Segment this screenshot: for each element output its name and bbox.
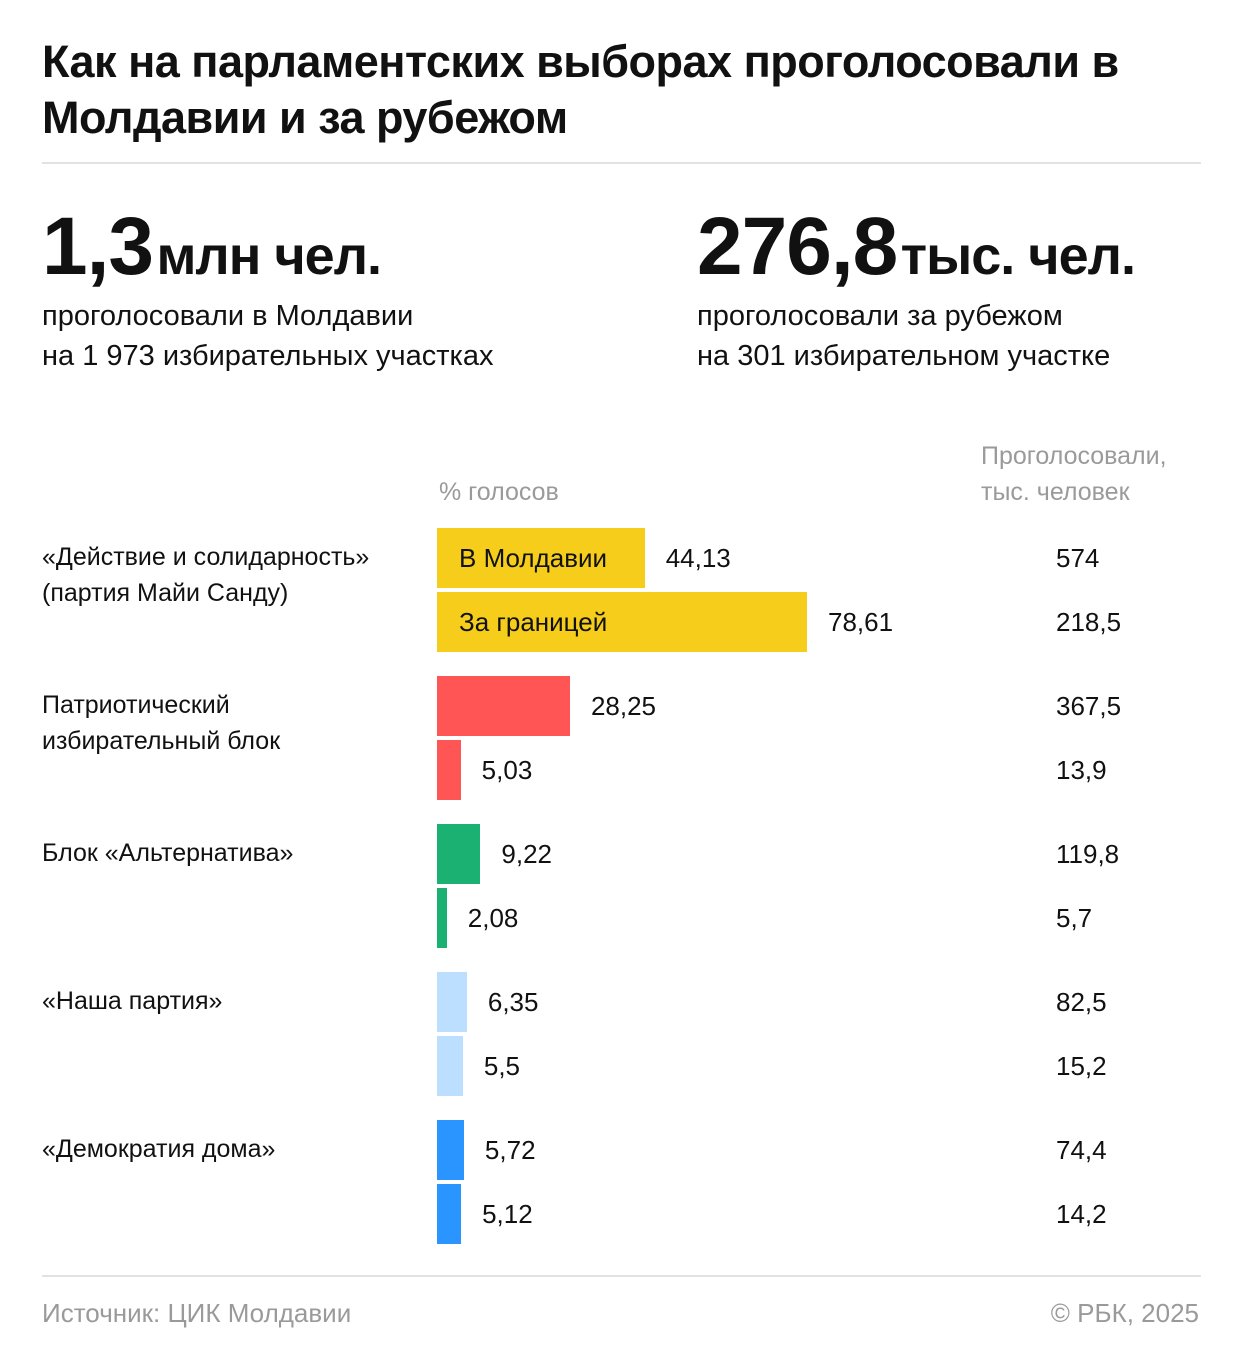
bar-moldova [437, 676, 570, 736]
party-label: «Действие и солидарность» (партия Майи Са… [42, 539, 369, 611]
value-label: 5,03 [481, 755, 533, 785]
stat-number: 276,8 [697, 201, 898, 292]
party-label-line: «Демократия дома» [42, 1135, 276, 1163]
party-label: «Демократия дома» [42, 1131, 275, 1167]
count-label: 119,8 [1056, 839, 1120, 869]
party-label-line: (партия Майи Санду) [42, 579, 289, 607]
stat-abroad-desc: проголосовали за рубежом на 301 избирате… [697, 296, 1110, 376]
copyright: © РБК, 2025 [1050, 1298, 1199, 1328]
x-axis-label: % голосов [439, 478, 559, 506]
party-label-line: Блок «Альтернатива» [42, 839, 294, 867]
stat-unit: тыс. чел. [900, 226, 1136, 286]
bar-moldova [437, 1120, 464, 1180]
stat-desc-line: на 301 избирательном участке [697, 340, 1111, 372]
stat-unit: млн чел. [156, 226, 382, 286]
count-header: Проголосовали, тыс. человек [981, 438, 1167, 510]
divider [42, 162, 1201, 164]
count-label: 82,5 [1056, 987, 1107, 1017]
stat-moldova-value: 1,3 млн чел. [42, 200, 382, 294]
value-label: 2,08 [467, 903, 519, 933]
bar-moldova [437, 824, 481, 884]
stat-abroad-value: 276,8 тыс. чел. [697, 200, 1136, 294]
bar-abroad [437, 1036, 463, 1096]
value-label: 5,72 [484, 1135, 536, 1165]
source: Источник: ЦИК Молдавии [42, 1298, 352, 1328]
count-label: 218,5 [1056, 607, 1122, 637]
value-label: 44,13 [665, 543, 731, 573]
bar-moldova [437, 972, 467, 1032]
party-label-line: «Наша партия» [42, 987, 223, 1015]
bar-moldova: В Молдавии [437, 528, 645, 588]
count-label: 5,7 [1056, 903, 1093, 933]
series-label: За границей [459, 607, 608, 637]
value-label: 9,22 [501, 839, 552, 869]
bar-abroad: За границей [437, 592, 807, 652]
count-label: 13,9 [1056, 755, 1107, 785]
series-label: В Молдавии [459, 543, 608, 573]
stat-number: 1,3 [42, 201, 154, 292]
bar-abroad [437, 740, 461, 800]
value-label: 5,12 [482, 1199, 533, 1229]
party-label-line: избирательный блок [42, 727, 281, 755]
party-label-line: Патриотический [42, 691, 230, 719]
stat-moldova-desc: проголосовали в Молдавии на 1 973 избира… [42, 296, 493, 376]
stat-desc-line: проголосовали за рубежом [697, 300, 1063, 332]
divider [42, 1275, 1201, 1277]
party-label: «Наша партия» [42, 983, 222, 1019]
stat-desc-line: на 1 973 избирательных участках [42, 340, 494, 372]
count-header-line: Проголосовали, [981, 442, 1167, 470]
value-label: 28,25 [590, 691, 657, 721]
party-label-line: «Действие и солидарность» [42, 543, 370, 571]
party-label: Патриотический избирательный блок [42, 687, 280, 759]
party-label: Блок «Альтернатива» [42, 835, 293, 871]
value-label: 5,5 [483, 1051, 521, 1081]
count-label: 15,2 [1056, 1051, 1107, 1081]
count-header-line: тыс. человек [981, 478, 1130, 506]
count-label: 574 [1056, 543, 1100, 573]
value-label: 78,61 [828, 607, 894, 637]
value-label: 6,35 [487, 987, 539, 1017]
chart-title: Как на парламентских выборах проголосова… [42, 36, 1119, 143]
bar-abroad [437, 1184, 462, 1244]
count-label: 74,4 [1056, 1135, 1107, 1165]
count-label: 367,5 [1056, 691, 1122, 721]
stat-desc-line: проголосовали в Молдавии [42, 300, 414, 332]
count-label: 14,2 [1056, 1199, 1107, 1229]
bar-abroad [437, 888, 447, 948]
